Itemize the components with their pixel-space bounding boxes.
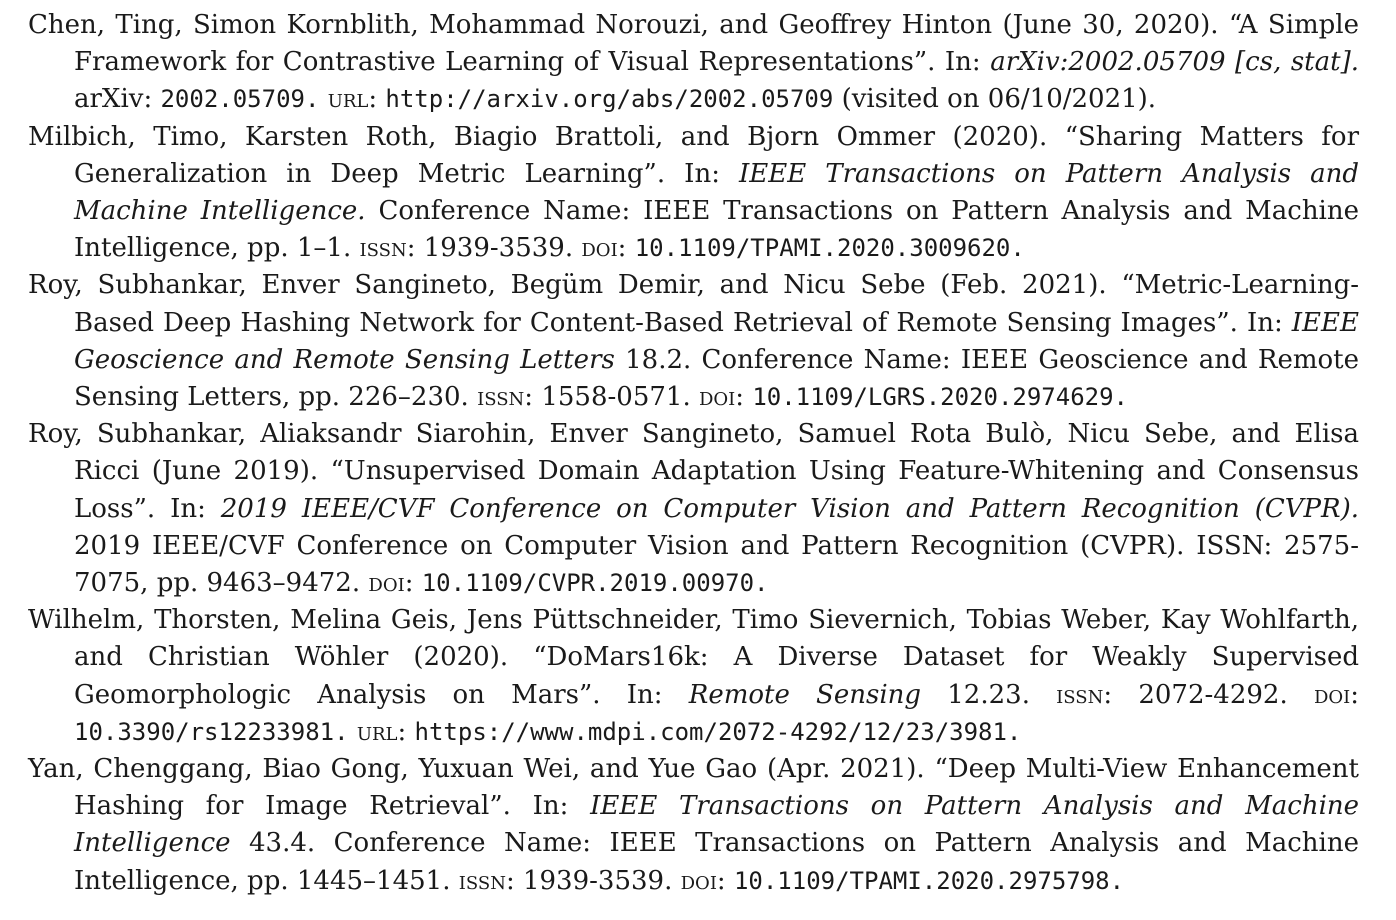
entry-doi-link[interactable]: 10.1109/LGRS.2020.2974629. xyxy=(752,383,1128,412)
bibliography: Chen, Ting, Simon Kornblith, Mohammad No… xyxy=(28,7,1359,900)
entry-title: “DoMars16k: A Diverse Dataset for Weakly… xyxy=(74,642,1360,710)
entry-issn: 1939-3539. xyxy=(423,233,574,264)
entry-url-label: url: xyxy=(356,716,407,747)
entry-doi-label: doi: xyxy=(368,568,414,599)
entry-issn: 1939-3539. xyxy=(522,865,673,896)
bib-entry-chen-2020: Chen, Ting, Simon Kornblith, Mohammad No… xyxy=(28,7,1359,119)
entry-title: “Unsupervised Domain Adaptation Using Fe… xyxy=(74,456,1359,524)
entry-issn: 2072-4292. xyxy=(1138,679,1288,710)
entry-date: (2020). xyxy=(952,121,1048,152)
entry-date: (June 30, 2020). xyxy=(1002,10,1219,40)
bib-entry-wilhelm-2020: Wilhelm, Thorsten, Melina Geis, Jens Püt… xyxy=(28,602,1359,751)
entry-venue: IEEE Transactions on Pattern Analysis an… xyxy=(74,791,1360,859)
entry-details: 43.4. Conference Name: IEEE Transactions… xyxy=(74,828,1359,896)
entry-authors: Wilhelm, Thorsten, Melina Geis, Jens Püt… xyxy=(28,605,1359,673)
bib-entry-yan-2021: Yan, Chenggang, Biao Gong, Yuxuan Wei, a… xyxy=(28,751,1359,900)
entry-venue: IEEE Transactions on Pattern Analysis an… xyxy=(74,158,1360,227)
entry-authors: Roy, Subhankar, Aliaksandr Siarohin, Env… xyxy=(28,419,1359,487)
entry-issn-label: issn: xyxy=(1056,679,1113,710)
entry-visited: (visited on 06/10/2021). xyxy=(841,84,1157,115)
entry-date: (2020). xyxy=(413,642,509,673)
entry-url-label: url: xyxy=(327,84,378,115)
entry-authors: Yan, Chenggang, Biao Gong, Yuxuan Wei, a… xyxy=(28,754,758,785)
entry-title: “Metric-Learning-Based Deep Hashing Netw… xyxy=(74,270,1359,338)
entry-eprint: 2002.05709. xyxy=(160,85,320,114)
entry-doi-label: doi: xyxy=(1313,679,1359,710)
entry-date: (June 2019). xyxy=(151,456,319,487)
entry-doi-link[interactable]: 10.1109/TPAMI.2020.3009620. xyxy=(634,234,1025,263)
entry-issn-label: issn: xyxy=(458,865,515,896)
entry-title: “Sharing Matters for Generalization in D… xyxy=(74,121,1359,189)
entry-issn: 1558-0571. xyxy=(541,382,691,413)
entry-title: “Deep Multi-View Enhancement Hashing for… xyxy=(74,754,1359,822)
entry-in-label: In: xyxy=(1246,307,1283,338)
bib-entry-roy-2019: Roy, Subhankar, Aliaksandr Siarohin, Env… xyxy=(28,416,1359,602)
entry-doi-link[interactable]: 10.3390/rs12233981. xyxy=(74,717,349,746)
entry-details: 12.23. xyxy=(947,679,1030,710)
entry-in-label: In: xyxy=(170,493,206,524)
entry-doi-label: doi: xyxy=(698,382,745,413)
entry-date: (Feb. 2021). xyxy=(940,270,1107,301)
entry-title: “A Simple Framework for Contrastive Lear… xyxy=(74,10,1360,78)
entry-details: 2019 IEEE/CVF Conference on Computer Vis… xyxy=(74,530,1359,599)
entry-doi-link[interactable]: 10.1109/CVPR.2019.00970. xyxy=(421,569,769,598)
bib-entry-roy-2021: Roy, Subhankar, Enver Sangineto, Begüm D… xyxy=(28,267,1359,416)
entry-authors: Chen, Ting, Simon Kornblith, Mohammad No… xyxy=(28,10,993,40)
entry-url-link[interactable]: https://www.mdpi.com/2072-4292/12/23/398… xyxy=(414,717,1022,746)
entry-issn-label: issn: xyxy=(359,233,416,264)
entry-in-label: In: xyxy=(944,47,981,78)
entry-url-link[interactable]: http://arxiv.org/abs/2002.05709 xyxy=(385,85,834,114)
entry-issn-label: issn: xyxy=(477,382,534,413)
entry-details: arXiv: xyxy=(74,84,153,115)
entry-in-label: In: xyxy=(532,791,569,822)
bib-entry-milbich-2020: Milbich, Timo, Karsten Roth, Biagio Brat… xyxy=(28,119,1359,268)
entry-venue: Remote Sensing xyxy=(688,679,922,710)
entry-venue: 2019 IEEE/CVF Conference on Computer Vis… xyxy=(220,493,1359,524)
entry-in-label: In: xyxy=(684,158,720,189)
entry-venue: IEEE Geoscience and Remote Sensing Lette… xyxy=(74,307,1359,375)
entry-doi-label: doi: xyxy=(581,233,627,264)
entry-doi-label: doi: xyxy=(680,865,726,896)
entry-venue: arXiv:2002.05709 [cs, stat]. xyxy=(990,47,1359,78)
entry-details: Conference Name: IEEE Transactions on Pa… xyxy=(74,196,1360,264)
entry-in-label: In: xyxy=(626,679,663,710)
entry-details: 18.2. Conference Name: IEEE Geoscience a… xyxy=(74,344,1359,413)
entry-authors: Roy, Subhankar, Enver Sangineto, Begüm D… xyxy=(28,270,926,301)
entry-doi-link[interactable]: 10.1109/TPAMI.2020.2975798. xyxy=(733,866,1125,895)
entry-date: (Apr. 2021). xyxy=(766,754,925,785)
entry-authors: Milbich, Timo, Karsten Roth, Biagio Brat… xyxy=(28,121,936,152)
